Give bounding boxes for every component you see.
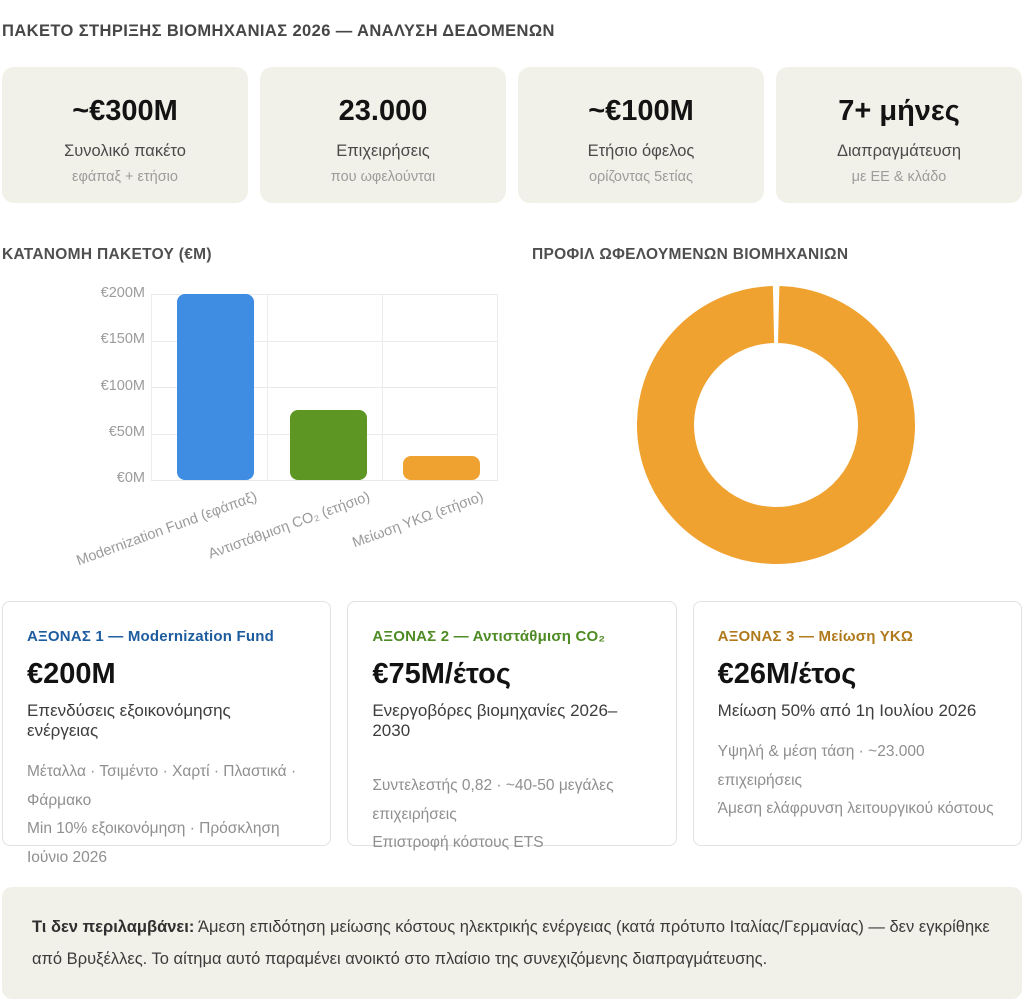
axis-card-1: ΑΞΟΝΑΣ 1 — Modernization Fund €200M Επεν… (2, 601, 332, 866)
y-axis-tick: €50M (108, 424, 145, 440)
donut-slice (637, 286, 915, 564)
axis-card-subtitle: Μείωση 50% από 1η Ιουλίου 2026 (717, 701, 977, 720)
exclusion-note: Τι δεν περιλαμβάνει: Άμεση επιδότηση μεί… (2, 887, 1022, 1000)
stat-card-total-package: ~€300M Συνολικό πακέτο εφάπαξ + ετήσιο (2, 67, 248, 203)
gridline-vertical (497, 294, 498, 480)
exclusion-note-lead: Τι δεν περιλαμβάνει: (32, 918, 195, 936)
y-axis-tick: €200M (100, 285, 145, 301)
stat-value: 7+ μήνες (838, 95, 960, 127)
stat-value: ~€100M (588, 95, 694, 127)
axis-card-details: Υψηλή & μέση τάση · ~23.000 επιχειρήσεις… (718, 738, 997, 824)
axis-card-value: €26M/έτος (717, 658, 857, 690)
exclusion-note-text: Άμεση επιδότηση μείωσης κόστους ηλεκτρικ… (32, 918, 990, 969)
bar-yko-reduction (403, 456, 480, 480)
charts-row: ΚΑΤΑΝΟΜΗ ΠΑΚΕΤΟΥ (€M) €200M €150M €100M … (2, 246, 1022, 581)
bar-modernization-fund (177, 294, 254, 480)
donut-chart-section: ΠΡΟΦΙΛ ΩΦΕΛΟΥΜΕΝΩΝ ΒΙΟΜΗΧΑΝΙΩΝ (514, 246, 1022, 581)
axis-card-details: Μέταλλα · Τσιμέντο · Χαρτί · Πλαστικά · … (27, 758, 306, 873)
stat-sublabel: με ΕΕ & κλάδο (851, 169, 947, 185)
stat-value: ~€300M (72, 95, 178, 127)
axis-card-subtitle: Επενδύσεις εξοικονόμησης ενέργειας (27, 701, 231, 740)
gridline-horizontal (151, 341, 498, 342)
y-axis-tick: €150M (100, 331, 145, 347)
gridline-vertical (267, 294, 268, 480)
stat-label: Ετήσιο όφελος (587, 142, 695, 160)
gridline-horizontal (151, 294, 498, 295)
stat-label: Διαπραγμάτευση (836, 142, 962, 160)
y-axis-tick: €0M (116, 470, 145, 486)
bar-chart-title: ΚΑΤΑΝΟΜΗ ΠΑΚΕΤΟΥ (€M) (2, 246, 212, 263)
stat-card-businesses: 23.000 Επιχειρήσεις που ωφελούνται (260, 67, 506, 203)
donut-chart-title: ΠΡΟΦΙΛ ΩΦΕΛΟΥΜΕΝΩΝ ΒΙΟΜΗΧΑΝΙΩΝ (532, 246, 849, 263)
axis-card-detail-line: Μέταλλα · Τσιμέντο · Χαρτί · Πλαστικά · … (27, 763, 297, 809)
axis-card-detail-line: Min 10% εξοικονόμηση · Πρόσκληση Ιούνιο … (27, 820, 280, 867)
axis-card-header: ΑΞΟΝΑΣ 3 — Μείωση ΥΚΩ (717, 628, 914, 645)
bar-chart-section: ΚΑΤΑΝΟΜΗ ΠΑΚΕΤΟΥ (€M) €200M €150M €100M … (2, 246, 514, 581)
axis-card-details: Συντελεστής 0,82 · ~40-50 μεγάλες επιχει… (372, 772, 651, 858)
bar-plot-area (151, 294, 498, 481)
axis-card-2: ΑΞΟΝΑΣ 2 — Αντιστάθμιση CO₂ €75M/έτος Εν… (347, 601, 677, 851)
axis-card-3: ΑΞΟΝΑΣ 3 — Μείωση ΥΚΩ €26M/έτος Μείωση 5… (692, 601, 1022, 846)
bar-co2-compensation (290, 410, 367, 480)
axis-card-detail-line: Επιστροφή κόστους ETS (372, 834, 544, 852)
stat-sublabel: ορίζοντας 5ετίας (588, 169, 694, 185)
axis-card-detail-line: Άμεση ελάφρυνση λειτουργικού κόστους (717, 800, 994, 818)
donut-chart (514, 271, 1022, 581)
y-axis-tick: €100M (100, 378, 145, 394)
axis-card-detail-line: Υψηλή & μέση τάση · ~23.000 επιχειρήσεις (717, 743, 925, 789)
axis-card-subtitle: Ενεργοβόρες βιομηχανίες 2026–2030 (372, 701, 618, 740)
axis-card-header: ΑΞΟΝΑΣ 2 — Αντιστάθμιση CO₂ (372, 628, 606, 645)
axis-card-value: €75M/έτος (372, 658, 511, 690)
stats-row: ~€300M Συνολικό πακέτο εφάπαξ + ετήσιο 2… (2, 67, 1022, 203)
stat-sublabel: εφάπαξ + ετήσιο (72, 169, 178, 185)
stat-sublabel: που ωφελούνται (330, 169, 436, 185)
gridline-vertical (382, 294, 383, 480)
stat-label: Επιχειρήσεις (336, 142, 430, 160)
axis-cards-row: ΑΞΟΝΑΣ 1 — Modernization Fund €200M Επεν… (2, 601, 1022, 866)
stat-card-negotiation: 7+ μήνες Διαπραγμάτευση με ΕΕ & κλάδο (776, 67, 1022, 203)
stat-value: 23.000 (338, 95, 428, 127)
page-title: ΠΑΚΕΤΟ ΣΤΗΡΙΞΗΣ ΒΙΟΜΗΧΑΝΙΑΣ 2026 — ΑΝΑΛΥ… (2, 22, 555, 40)
gridline-horizontal (151, 480, 498, 481)
donut-ring-svg (637, 286, 915, 564)
gridline-vertical (151, 294, 152, 480)
stat-card-annual-benefit: ~€100M Ετήσιο όφελος ορίζοντας 5ετίας (518, 67, 764, 203)
gridline-horizontal (151, 387, 498, 388)
bar-chart: €200M €150M €100M €50M €0M Modernization… (2, 271, 514, 581)
x-axis-label: Modernization Fund (εφάπαξ) (74, 489, 260, 570)
stat-label: Συνολικό πακέτο (64, 142, 186, 160)
axis-card-header: ΑΞΟΝΑΣ 1 — Modernization Fund (27, 628, 274, 645)
axis-card-value: €200M (27, 658, 116, 690)
axis-card-detail-line: Συντελεστής 0,82 · ~40-50 μεγάλες επιχει… (372, 777, 614, 823)
